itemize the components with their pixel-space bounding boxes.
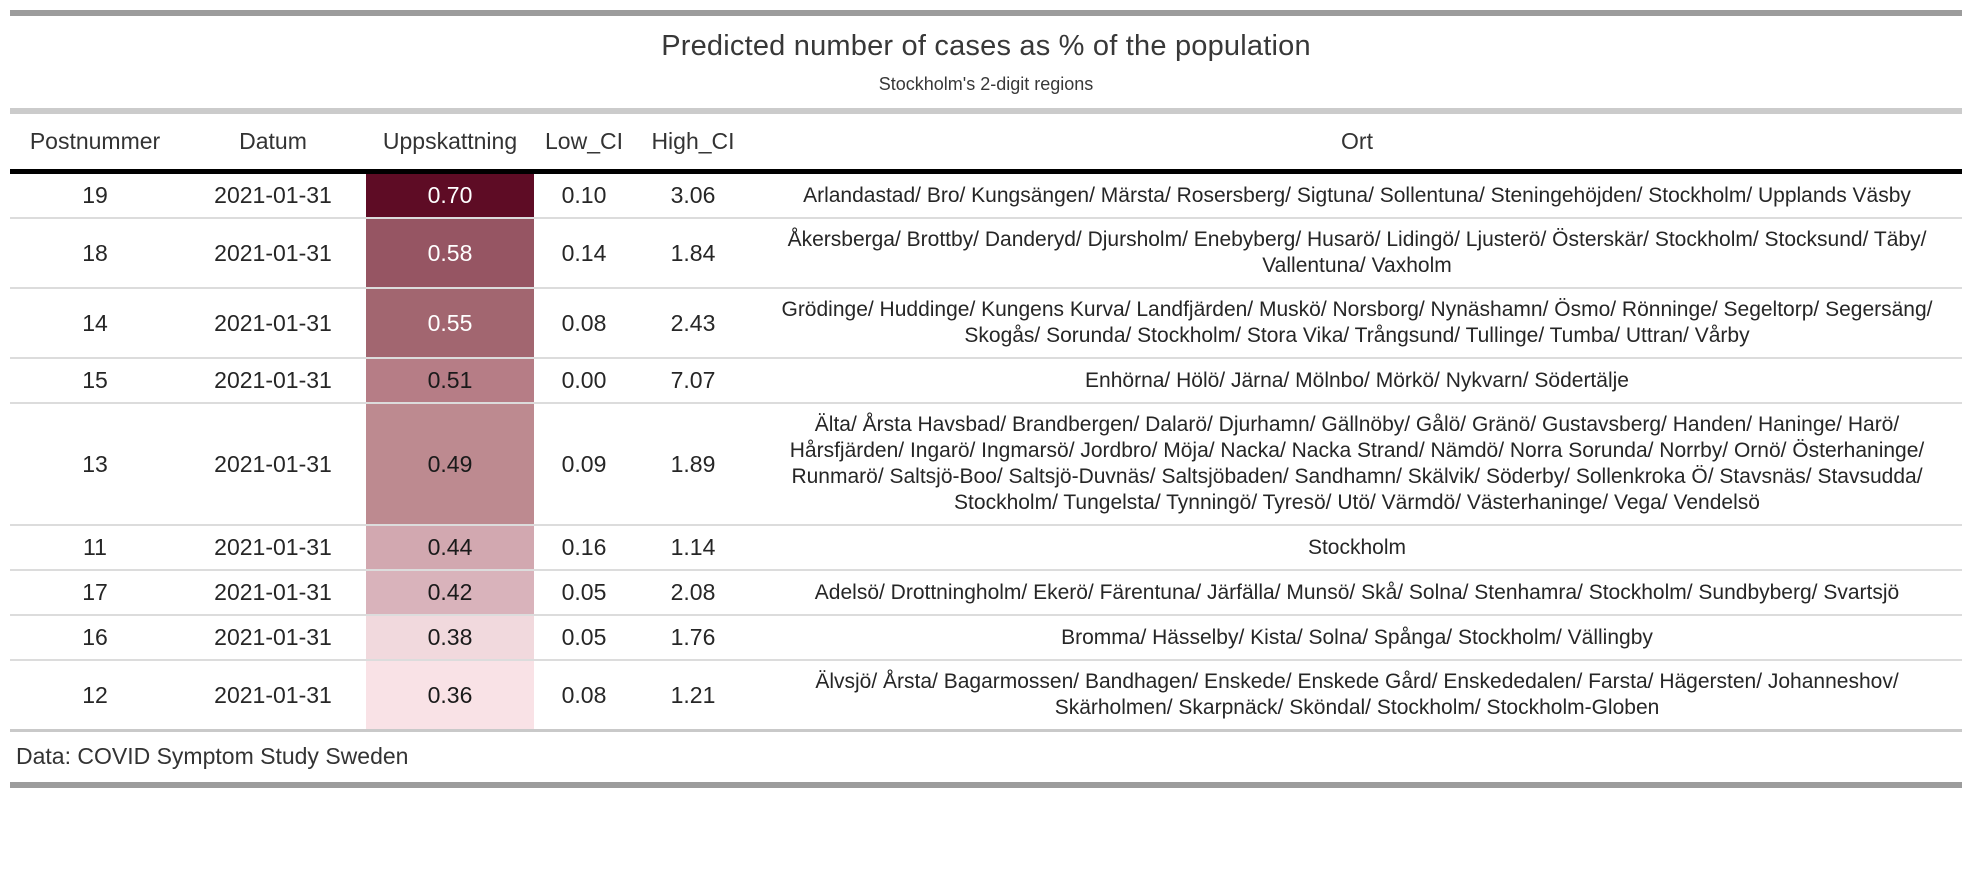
cell-ort: Åkersberga/ Brottby/ Danderyd/ Djursholm… [752,217,1962,288]
cell-low-ci: 0.05 [534,569,634,615]
page-title: Predicted number of cases as % of the po… [661,30,1311,62]
cell-postnummer: 13 [10,402,180,525]
col-header-low-ci: Low_CI [534,114,634,174]
table-row: 11 2021-01-31 0.44 0.16 1.14 Stockholm [10,524,1962,570]
cell-uppskattning: 0.44 [366,524,534,570]
col-header-datum: Datum [180,114,366,174]
cell-low-ci: 0.00 [534,357,634,403]
table-row: 19 2021-01-31 0.70 0.10 3.06 Arlandastad/ Bro… [10,171,1962,218]
cell-datum: 2021-01-31 [214,182,332,208]
table-header-row: Postnummer Datum Uppskattning Low_CI Hig… [10,114,1962,174]
cell-low-ci: 0.10 [561,182,607,208]
table-row: 18 2021-01-31 0.58 0.14 1.84 Åkersberga/ Brot… [10,217,1962,288]
cell-datum: 2021-01-31 [180,217,366,288]
col-header-uppskattning: Uppskattning [366,114,534,174]
cell-low-ci: 0.05 [534,614,634,660]
cell-low-ci: 0.09 [534,402,634,525]
table-row: 14 2021-01-31 0.55 0.08 2.43 Grödinge/ Huddin… [10,287,1962,358]
cell-high-ci: 1.14 [634,524,752,570]
cell-postnummer: 18 [10,217,180,288]
top-rule [10,10,1962,16]
cell-postnummer: 12 [10,659,180,732]
cell-postnummer: 16 [10,614,180,660]
cell-ort: Bromma/ Hässelby/ Kista/ Solna/ Spånga/ … [752,614,1962,660]
cell-postnummer: 15 [10,357,180,403]
cell-postnummer: 11 [10,524,180,570]
cell-high-ci: 1.76 [634,614,752,660]
cell-uppskattning: 0.51 [366,357,534,403]
cell-uppskattning: 0.36 [366,659,534,732]
cell-low-ci: 0.08 [534,659,634,732]
cell-ort: Adelsö/ Drottningholm/ Ekerö/ Färentuna/… [752,569,1962,615]
cell-high-ci: 7.07 [634,357,752,403]
cell-datum: 2021-01-31 [180,524,366,570]
cell-uppskattning: 0.42 [366,569,534,615]
table-header: Postnummer Datum Uppskattning Low_CI Hig… [10,114,1962,174]
cell-high-ci: 2.43 [634,287,752,358]
col-header-ort: Ort [752,114,1962,174]
cell-uppskattning: 0.58 [366,217,534,288]
cell-datum: 2021-01-31 [180,569,366,615]
cell-uppskattning: 0.70 [366,171,534,218]
cell-postnummer: 19 [82,182,108,208]
table-row: 13 2021-01-31 0.49 0.09 1.89 Älta/ Årsta Havs… [10,402,1962,525]
cell-ort: Stockholm [752,524,1962,570]
table-row: 17 2021-01-31 0.42 0.05 2.08 Adelsö/ Drottnin… [10,569,1962,615]
table-row: 12 2021-01-31 0.36 0.08 1.21 Älvsjö/ Årsta/ B… [10,659,1962,732]
cell-low-ci: 0.08 [534,287,634,358]
cell-uppskattning: 0.55 [366,287,534,358]
cell-ort: Älvsjö/ Årsta/ Bagarmossen/ Bandhagen/ E… [752,659,1962,732]
cell-high-ci: 1.21 [634,659,752,732]
cell-ort: Grödinge/ Huddinge/ Kungens Kurva/ Landf… [752,287,1962,358]
cell-datum: 2021-01-31 [180,287,366,358]
source-note: Data: COVID Symptom Study Sweden [10,732,1962,788]
col-header-postnummer: Postnummer [10,114,180,174]
header-top-rule [10,108,1962,114]
cell-high-ci: 1.89 [634,402,752,525]
cell-ort: Enhörna/ Hölö/ Järna/ Mölnbo/ Mörkö/ Nyk… [752,357,1962,403]
page-subtitle: Stockholm's 2-digit regions [878,74,1094,94]
table-row: 15 2021-01-31 0.51 0.00 7.07 Enhörna/ Hölö/ J… [10,357,1962,403]
table-page: Predicted number of cases as % of the po… [10,10,1962,788]
cases-table: Postnummer Datum Uppskattning Low_CI Hig… [10,114,1962,732]
cell-uppskattning: 0.38 [366,614,534,660]
col-header-high-ci: High_CI [634,114,752,174]
cell-high-ci: 3.06 [670,182,716,208]
cell-high-ci: 1.84 [634,217,752,288]
cell-datum: 2021-01-31 [180,357,366,403]
cell-ort: Älta/ Årsta Havsbad/ Brandbergen/ Dalarö… [752,402,1962,525]
cell-ort: Arlandastad/ Bro/ Kungsängen/ Märsta/ Ro… [803,183,1911,207]
cell-high-ci: 2.08 [634,569,752,615]
cell-postnummer: 17 [10,569,180,615]
cell-uppskattning: 0.49 [366,402,534,525]
table-body: 19 2021-01-31 0.70 0.10 3.06 Arlandastad/ Bro… [10,171,1962,732]
cell-datum: 2021-01-31 [180,614,366,660]
cell-low-ci: 0.14 [534,217,634,288]
title-block: Predicted number of cases as % of the po… [10,16,1962,108]
cell-datum: 2021-01-31 [180,659,366,732]
cell-datum: 2021-01-31 [180,402,366,525]
cell-postnummer: 14 [10,287,180,358]
table-row: 16 2021-01-31 0.38 0.05 1.76 Bromma/ Hässelby… [10,614,1962,660]
cell-low-ci: 0.16 [534,524,634,570]
